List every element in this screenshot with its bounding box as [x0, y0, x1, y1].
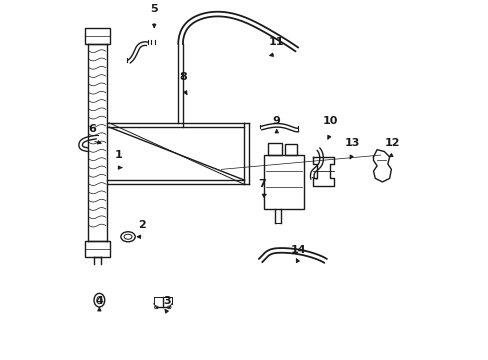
- Text: 6: 6: [88, 123, 96, 134]
- Text: 5: 5: [150, 4, 158, 14]
- Text: 2: 2: [138, 220, 146, 230]
- Text: 3: 3: [163, 296, 171, 306]
- Text: 14: 14: [290, 246, 305, 255]
- Bar: [264, 155, 303, 209]
- Bar: [84, 28, 110, 44]
- Text: 13: 13: [344, 138, 359, 148]
- Text: 8: 8: [180, 72, 187, 82]
- Bar: [84, 241, 110, 257]
- Text: 1: 1: [114, 150, 122, 161]
- Text: 12: 12: [384, 138, 399, 148]
- Text: 4: 4: [95, 296, 103, 306]
- Text: 11: 11: [268, 37, 283, 47]
- Bar: [285, 144, 297, 155]
- Text: 10: 10: [322, 116, 338, 126]
- Text: 9: 9: [272, 116, 280, 126]
- Bar: [267, 143, 281, 155]
- Text: 7: 7: [257, 179, 265, 189]
